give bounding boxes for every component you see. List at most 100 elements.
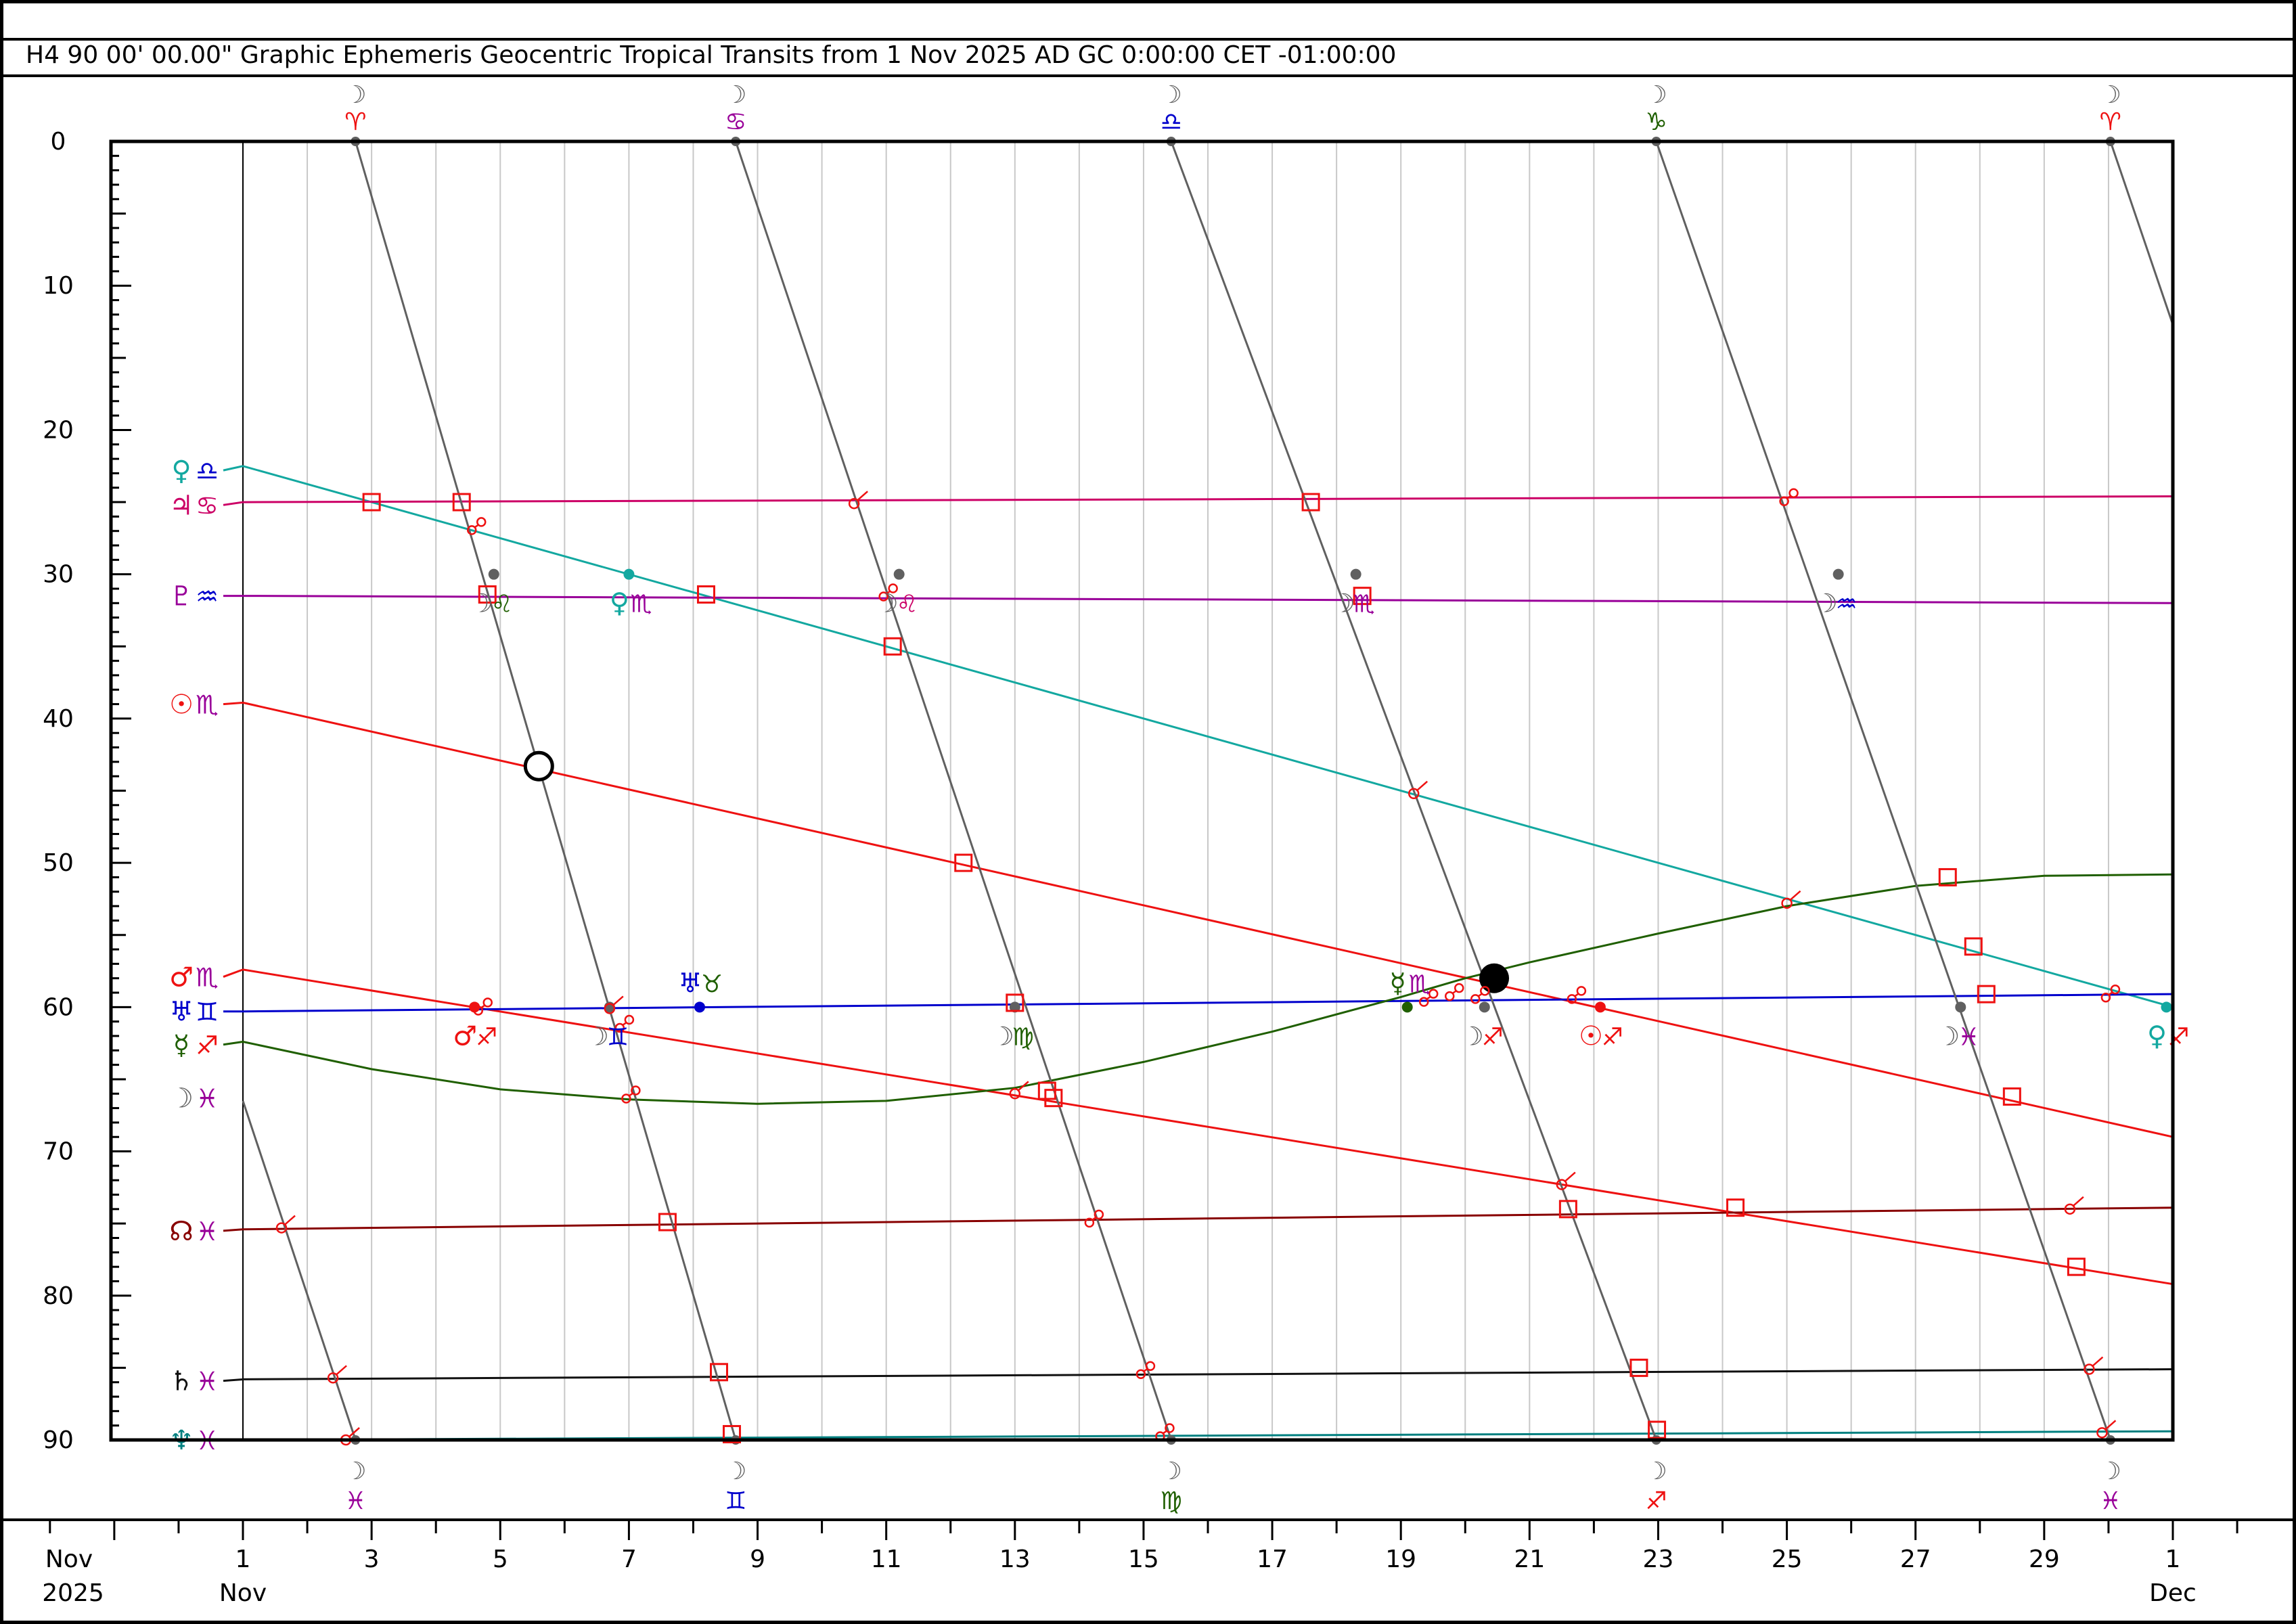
opposition-aspect-marker [476, 517, 487, 527]
marker-layer [275, 137, 2172, 1446]
sun-lead-line [223, 701, 244, 706]
ingress-glyph: ☉ [1579, 1020, 1603, 1052]
sextile-aspect-stroke [335, 1365, 347, 1376]
moon-ingress-dot [1350, 568, 1361, 580]
x-tick-label: 27 [1900, 1546, 1931, 1573]
sextile-aspect-marker [327, 1372, 339, 1384]
venus-line [242, 465, 2174, 1008]
ingress-dot [469, 1001, 480, 1013]
axis-year: 2025 [42, 1579, 104, 1607]
moon-ingress-glyph: ☽ [470, 589, 493, 618]
square-aspect-marker [1977, 985, 1996, 1003]
x-tick-label: 5 [493, 1546, 508, 1573]
uranus-line [242, 993, 2174, 1013]
opposition-aspect-stroke [1091, 1216, 1097, 1221]
saturn-glyph: ♄ [169, 1366, 194, 1397]
y-tick-label: 40 [43, 705, 74, 733]
opposition-aspect-marker [1480, 986, 1490, 996]
moon-line [2109, 141, 2174, 325]
sextile-aspect-marker [1556, 1179, 1568, 1190]
ingress-glyph: ♂ [453, 1020, 477, 1052]
square-aspect-marker [478, 585, 497, 604]
square-aspect-marker [709, 1363, 728, 1382]
moon-bottom-glyph: ☽ [2100, 1458, 2121, 1485]
x-tick-label: 29 [2029, 1546, 2060, 1573]
opposition-aspect-marker [1145, 1361, 1156, 1372]
opposition-aspect-marker [466, 525, 477, 535]
y-tick-label: 0 [51, 128, 66, 156]
sextile-aspect-stroke [348, 1427, 360, 1438]
opposition-aspect-marker [1428, 989, 1439, 999]
moon-bottom-sign: ♍ [1161, 1487, 1182, 1515]
jupiter-sign: ♋ [196, 491, 219, 520]
sextile-aspect-stroke [284, 1215, 296, 1226]
opposition-aspect-stroke [1574, 993, 1579, 997]
moon-top-glyph: ☽ [344, 81, 366, 109]
pluto-glyph: ♇ [169, 581, 194, 612]
ingress-sign: ♏ [630, 591, 652, 618]
ingress-glyph: ♀ [2147, 1020, 2167, 1052]
y-tick-label: 10 [43, 272, 74, 300]
opposition-aspect-marker [1576, 986, 1587, 996]
sextile-aspect-stroke [1416, 780, 1428, 792]
moon-ingress-sign: ♒ [1836, 591, 1858, 618]
square-aspect-marker [2067, 1257, 2086, 1276]
x-tick-label: 17 [1257, 1546, 1288, 1573]
moon-ingress-dot [1479, 1001, 1490, 1013]
x-tick-label: 7 [621, 1546, 637, 1573]
y-tick-label: 60 [43, 993, 74, 1021]
opposition-aspect-stroke [474, 524, 479, 528]
square-aspect-marker [452, 493, 471, 512]
sextile-aspect-marker [2064, 1203, 2076, 1215]
jupiter-glyph: ♃ [169, 490, 194, 521]
opposition-aspect-stroke [622, 1022, 627, 1027]
x-tick-label: 23 [1643, 1546, 1674, 1573]
y-tick-label: 70 [43, 1138, 74, 1166]
x-tick-label: 1 [235, 1546, 251, 1573]
opposition-aspect-stroke [885, 590, 891, 595]
square-aspect-marker [1726, 1198, 1745, 1217]
sextile-aspect-stroke [1564, 1171, 1576, 1183]
sextile-aspect-marker [1408, 788, 1420, 800]
sextile-aspect-stroke [1788, 890, 1801, 901]
moon-bottom-sign: ♓ [2100, 1487, 2121, 1515]
ingress-sign: ♏ [1409, 970, 1431, 998]
square-aspect-marker [1938, 867, 1957, 886]
moon-ingress-glyph: ☽ [1815, 589, 1838, 618]
sextile-aspect-stroke [856, 491, 868, 502]
mars-line [242, 968, 2174, 1286]
moon-ingress-glyph: ☽ [876, 589, 899, 618]
sextile-aspect-marker [2096, 1427, 2108, 1439]
sextile-aspect-stroke [1016, 1081, 1029, 1092]
opposition-aspect-stroke [1477, 993, 1483, 997]
opposition-aspect-marker [482, 997, 493, 1008]
sextile-aspect-stroke [2072, 1196, 2084, 1207]
y-tick-label: 20 [43, 416, 74, 444]
ingress-glyph: ♅ [678, 968, 702, 999]
moon-bottom-sign: ♊ [725, 1487, 746, 1515]
moon-ingress-sign: ♌ [897, 591, 918, 618]
moon-bottom-sign: ♐ [1645, 1487, 1667, 1515]
opposition-aspect-marker [1135, 1369, 1146, 1380]
moon-line [1655, 141, 2112, 1441]
square-aspect-marker [954, 853, 973, 872]
opposition-aspect-marker [1470, 994, 1481, 1004]
moon-sign: ♓ [196, 1084, 219, 1114]
opposition-aspect-stroke [480, 1004, 486, 1009]
y-tick-label: 90 [43, 1426, 74, 1454]
opposition-aspect-marker [621, 1093, 631, 1104]
x-month-label: Nov [219, 1579, 267, 1607]
sextile-aspect-marker [275, 1222, 288, 1234]
mercury-glyph: ☿ [173, 1030, 190, 1061]
x-tick-label: 3 [364, 1546, 380, 1573]
x-tick-label: 9 [750, 1546, 765, 1573]
mars-glyph: ♂ [169, 962, 194, 993]
mercury-sign: ♐ [196, 1031, 219, 1060]
mercury-line [242, 873, 2174, 1105]
square-aspect-marker [696, 585, 715, 604]
opposition-aspect-marker [624, 1014, 635, 1025]
venus-lead-line [223, 465, 244, 472]
square-aspect-marker [883, 637, 902, 656]
moon-top-glyph: ☽ [1645, 81, 1667, 109]
